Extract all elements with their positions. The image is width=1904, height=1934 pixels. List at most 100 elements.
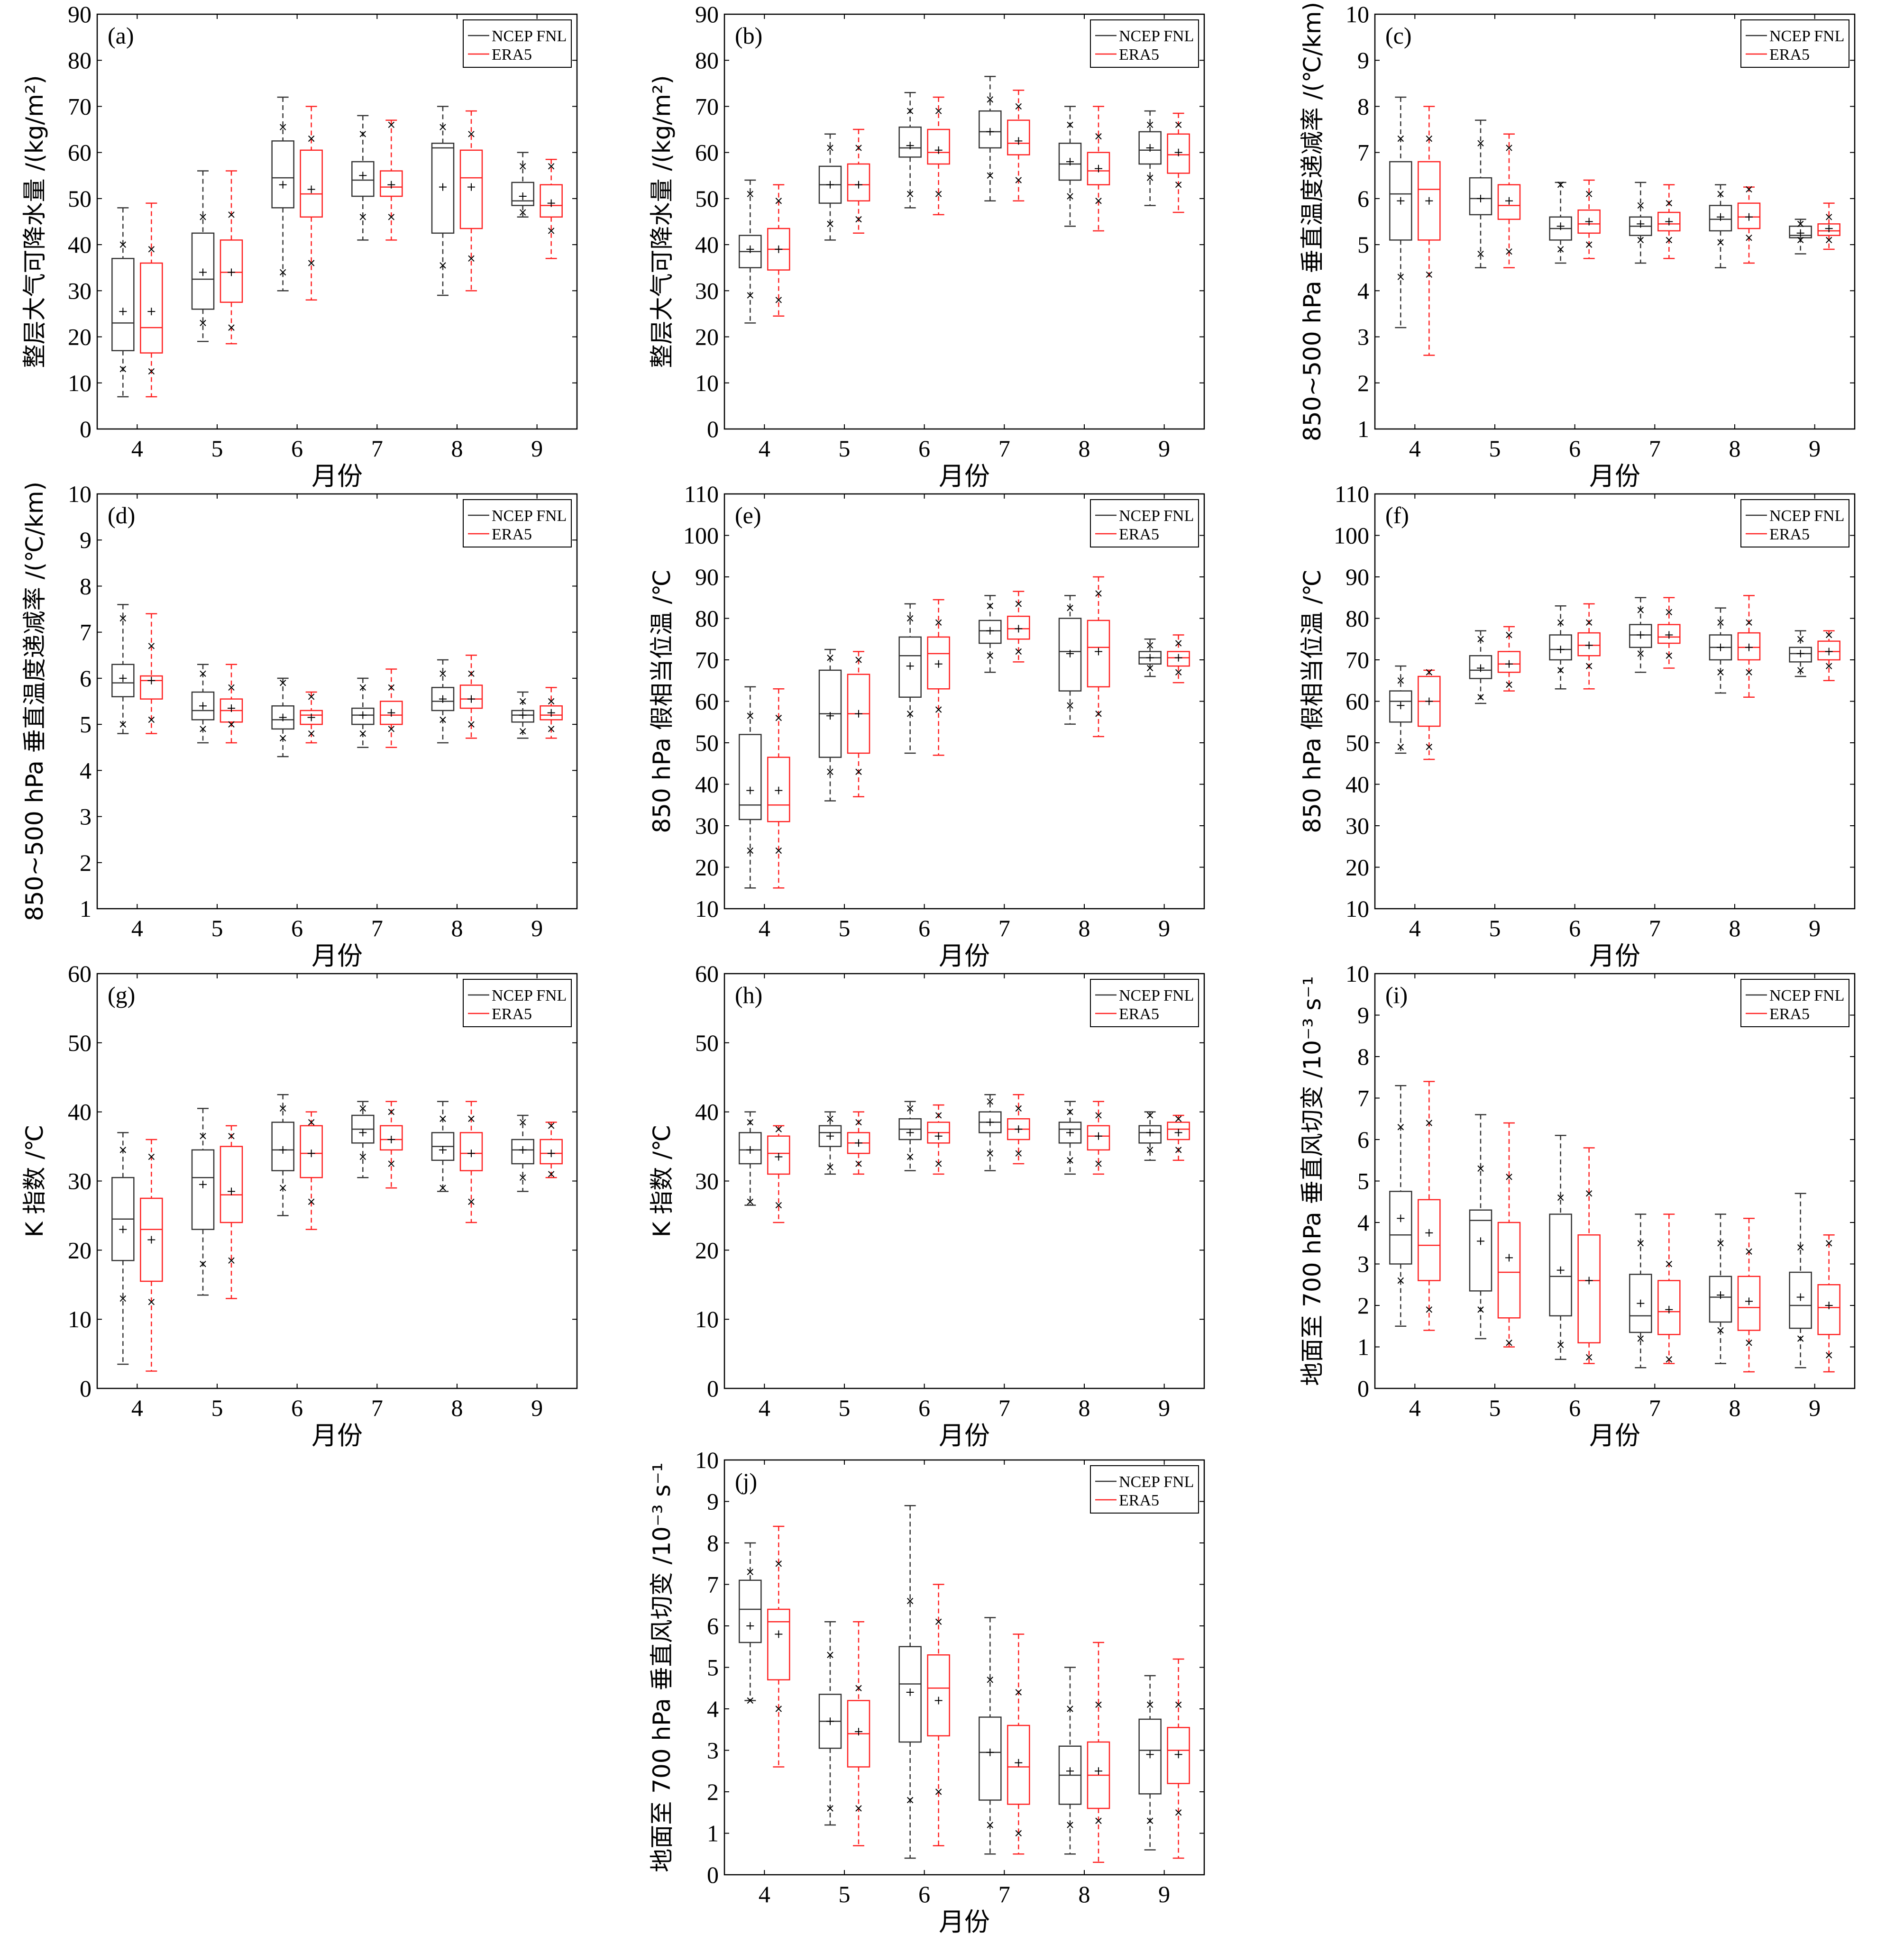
p95-marker [279,1105,286,1112]
box-fnl-7 [351,115,375,241]
iqr-box [767,1608,790,1680]
p5-marker [987,652,994,659]
iqr-box [1087,1125,1110,1151]
p5-marker [468,255,475,262]
box-fnl-7 [979,1094,1002,1171]
iqr-box [191,1149,215,1230]
box-fnl-5 [191,664,215,744]
x-tick-label: 6 [291,915,303,941]
p5-marker [855,1805,862,1812]
box-era5-5 [847,1111,870,1175]
box-fnl-4 [111,207,135,398]
p95-marker [308,1119,315,1126]
box-era5-5 [1497,626,1521,692]
y-tick-label: 30 [1346,812,1369,839]
iqr-box [739,1132,762,1165]
y-tick-label: 30 [695,1168,719,1195]
panel-d: 1 2 3 4 5 6 7 8 9 10 4 5 6 7 8 9 月份 850~500 hPa 垂直温度递减率 /… [21,481,578,971]
p5-marker [1175,669,1182,675]
p5-marker [548,726,555,732]
y-tick-label: 80 [1346,605,1369,632]
x-tick-label: 7 [371,435,383,462]
p5-marker [935,706,942,713]
p5-marker [1717,1327,1724,1334]
legend-era5-label: ERA5 [1119,46,1159,64]
p95-marker [987,602,994,609]
panel-label: (d) [108,502,135,529]
y-tick-label: 10 [695,895,719,922]
p95-marker [827,145,833,151]
legend-fnl-label: NCEP FNL [492,987,567,1004]
y-tick-label: 40 [695,231,719,258]
y-axis-label: 850~500 hPa 垂直温度递减率 /(℃/km) [21,482,48,921]
box-fnl-9 [1138,639,1162,677]
box-era5-5 [1497,1122,1521,1348]
legend-box [463,19,572,68]
legend-era5-label: ERA5 [1119,1005,1159,1023]
p95-marker [1477,636,1484,642]
p95-marker [119,615,127,622]
y-axis-label: K 指数 /℃ [21,1125,48,1238]
x-tick-label: 4 [759,1395,770,1421]
iqr-box [1167,651,1190,667]
y-tick-label: 8 [80,573,92,599]
p5-marker [308,1198,315,1205]
p5-marker [855,768,862,775]
axes-frame [1374,13,1856,430]
iqr-box [459,1132,483,1171]
x-tick-label: 8 [451,435,463,462]
p95-marker [468,670,475,677]
p5-marker [987,1822,994,1828]
box-era5-6 [300,1111,323,1230]
p5-marker [119,721,127,728]
x-tick-label: 5 [211,1395,223,1421]
iqr-box [979,620,1002,644]
x-tick-label: 5 [211,915,223,941]
y-tick-label: 6 [1357,1126,1369,1153]
box-fnl-8 [1058,595,1082,725]
axes-frame [96,973,578,1389]
y-tick-label: 50 [695,1030,719,1056]
panel-label: (i) [1385,982,1408,1008]
p5-marker [1506,248,1512,255]
panel-label: (a) [108,22,134,49]
p95-marker [1015,1105,1022,1112]
y-tick-label: 3 [1357,324,1369,350]
iqr-box [979,110,1002,149]
box-era5-7 [1007,90,1030,201]
iqr-box [1167,1727,1190,1784]
p95-marker [548,163,555,170]
p95-marker [1506,145,1512,151]
y-tick-label: 1 [80,895,92,922]
p95-marker [1797,220,1804,228]
p5-marker [200,726,206,732]
iqr-box [111,664,135,698]
p95-marker [1477,140,1484,146]
legend-era5-label: ERA5 [1119,1492,1159,1509]
p95-marker [439,1115,446,1122]
box-fnl-5 [1469,630,1492,704]
p5-marker [1637,237,1644,244]
box-fnl-9 [1789,219,1812,255]
p5-marker [1146,665,1153,672]
box-era5-4 [140,202,163,398]
p95-marker [855,1119,862,1126]
x-axis-label: 月份 [1589,1421,1640,1450]
y-tick-label: 7 [1357,1085,1369,1112]
box-era5-5 [847,128,870,234]
p95-marker [439,670,446,677]
box-era5-7 [1657,597,1681,669]
x-tick-label: 6 [918,435,930,462]
box-era5-6 [927,599,950,756]
p5-marker [1746,1340,1752,1346]
box-era5-7 [380,1101,403,1189]
p5-marker [827,1164,833,1171]
box-fnl-5 [1469,1114,1492,1340]
p5-marker [1146,174,1153,181]
y-tick-label: 2 [1357,370,1369,396]
x-axis-label: 月份 [311,1421,363,1450]
p5-marker [148,368,155,375]
y-tick-label: 10 [68,481,92,507]
x-tick-label: 6 [918,1881,930,1907]
